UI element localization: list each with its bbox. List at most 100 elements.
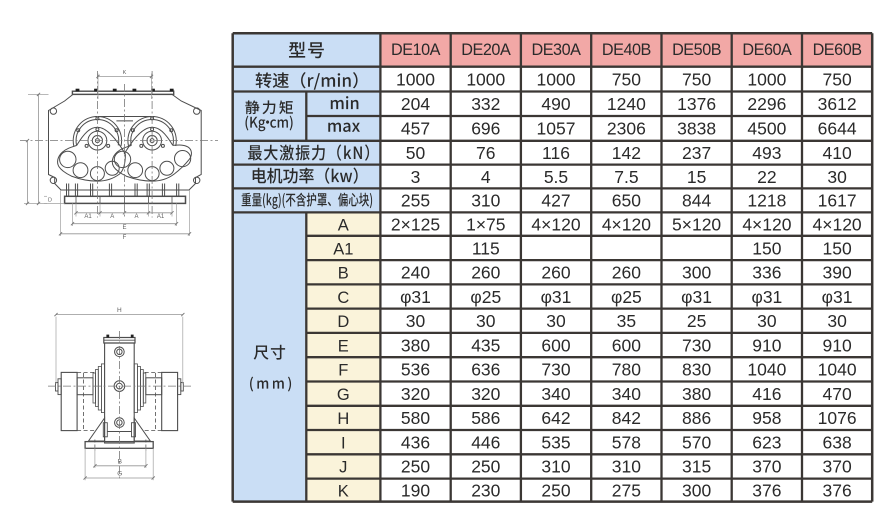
svg-text:116: 116 (542, 143, 570, 163)
svg-text:250: 250 (471, 457, 500, 477)
svg-text:142: 142 (612, 143, 641, 163)
svg-text:6644: 6644 (818, 119, 857, 139)
svg-text:DE10A: DE10A (391, 41, 441, 59)
svg-text:K: K (338, 482, 349, 500)
svg-text:J: J (339, 459, 347, 477)
svg-text:380: 380 (401, 335, 430, 355)
svg-text:204: 204 (401, 94, 430, 114)
svg-text:260: 260 (541, 263, 570, 283)
svg-text:D: D (48, 198, 52, 204)
svg-text:A: A (110, 214, 114, 220)
svg-text:240: 240 (401, 263, 430, 283)
svg-text:30: 30 (757, 311, 777, 331)
svg-text:370: 370 (752, 457, 781, 477)
svg-text:250: 250 (541, 480, 570, 500)
svg-text:750: 750 (612, 69, 641, 89)
svg-text:5.5: 5.5 (544, 167, 568, 187)
svg-text:A1: A1 (84, 214, 92, 220)
svg-text:275: 275 (612, 480, 641, 500)
svg-text:260: 260 (471, 263, 500, 283)
svg-text:1218: 1218 (747, 191, 786, 211)
svg-text:30: 30 (476, 311, 496, 331)
svg-text:4×120: 4×120 (602, 214, 651, 234)
svg-text:370: 370 (822, 457, 851, 477)
svg-text:φ31: φ31 (400, 287, 431, 307)
svg-text:910: 910 (822, 335, 851, 355)
svg-text:2306: 2306 (607, 119, 646, 139)
svg-text:35: 35 (617, 311, 636, 331)
svg-text:30: 30 (546, 311, 566, 331)
svg-text:380: 380 (682, 384, 711, 404)
svg-text:G: G (337, 386, 350, 404)
svg-text:1376: 1376 (677, 94, 716, 114)
svg-text:30: 30 (406, 311, 426, 331)
svg-text:830: 830 (682, 360, 711, 380)
svg-text:3612: 3612 (818, 94, 857, 114)
svg-text:3: 3 (411, 167, 421, 187)
svg-text:1617: 1617 (818, 191, 857, 211)
svg-text:150: 150 (822, 238, 851, 258)
svg-text:4500: 4500 (747, 119, 786, 139)
svg-text:260: 260 (612, 263, 641, 283)
svg-text:310: 310 (471, 191, 500, 211)
svg-text:H: H (117, 307, 122, 314)
svg-text:2296: 2296 (747, 94, 786, 114)
svg-text:7.5: 7.5 (614, 167, 638, 187)
svg-text:D: D (337, 313, 349, 331)
svg-text:886: 886 (682, 408, 711, 428)
svg-text:I: I (341, 435, 346, 453)
svg-text:340: 340 (612, 384, 641, 404)
svg-text:3838: 3838 (677, 119, 716, 139)
svg-text:1000: 1000 (466, 69, 505, 89)
svg-text:730: 730 (682, 335, 711, 355)
svg-text:1×75: 1×75 (466, 214, 505, 234)
svg-text:5×120: 5×120 (672, 214, 721, 234)
svg-text:332: 332 (471, 94, 500, 114)
svg-text:4×120: 4×120 (813, 214, 862, 234)
svg-text:300: 300 (682, 263, 711, 283)
svg-text:φ31: φ31 (751, 287, 782, 307)
svg-text:638: 638 (822, 433, 851, 453)
svg-text:320: 320 (401, 384, 430, 404)
svg-text:490: 490 (541, 94, 570, 114)
svg-text:φ31: φ31 (541, 287, 572, 307)
svg-text:φ31: φ31 (681, 287, 712, 307)
svg-text:457: 457 (401, 119, 430, 139)
svg-text:320: 320 (471, 384, 500, 404)
svg-text:DE50B: DE50B (672, 41, 721, 59)
svg-text:50: 50 (406, 143, 426, 163)
svg-text:580: 580 (401, 408, 430, 428)
svg-text:842: 842 (612, 408, 641, 428)
svg-text:310: 310 (541, 457, 570, 477)
svg-text:435: 435 (471, 335, 500, 355)
svg-text:600: 600 (612, 335, 641, 355)
svg-text:15: 15 (687, 167, 706, 187)
svg-text:696: 696 (471, 119, 500, 139)
svg-text:844: 844 (682, 191, 711, 211)
svg-text:910: 910 (752, 335, 781, 355)
svg-text:1000: 1000 (537, 69, 576, 89)
svg-text:446: 446 (471, 433, 500, 453)
svg-text:390: 390 (822, 263, 851, 283)
svg-text:B: B (338, 265, 349, 283)
svg-text:1040: 1040 (747, 360, 786, 380)
svg-text:780: 780 (612, 360, 641, 380)
svg-text:315: 315 (682, 457, 711, 477)
svg-text:F: F (338, 362, 348, 380)
svg-text:623: 623 (752, 433, 781, 453)
svg-text:536: 536 (401, 360, 430, 380)
svg-text:958: 958 (752, 408, 781, 428)
svg-text:G: G (117, 471, 122, 478)
svg-text:230: 230 (471, 480, 500, 500)
svg-text:4×120: 4×120 (531, 214, 580, 234)
svg-text:190: 190 (401, 480, 430, 500)
svg-text:DE40B: DE40B (602, 41, 651, 59)
svg-text:636: 636 (471, 360, 500, 380)
svg-text:DE60A: DE60A (742, 41, 792, 59)
svg-text:F: F (123, 235, 127, 241)
svg-text:376: 376 (752, 480, 781, 500)
svg-text:A1: A1 (157, 214, 165, 220)
svg-text:336: 336 (752, 263, 781, 283)
svg-text:470: 470 (822, 384, 851, 404)
svg-text:E: E (338, 337, 349, 355)
